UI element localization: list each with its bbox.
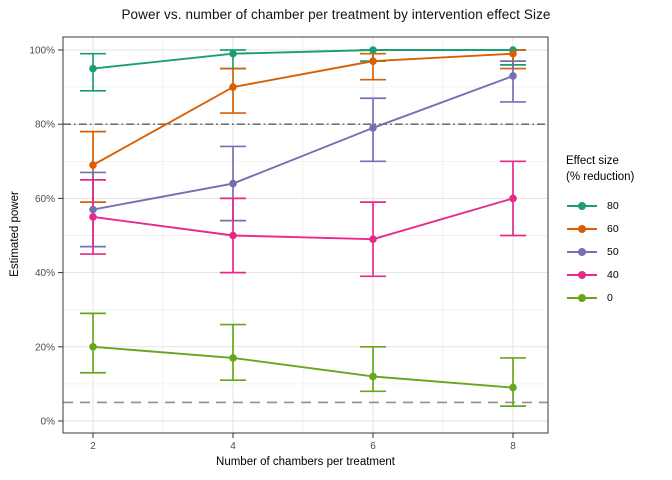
x-tick-label: 2 <box>90 441 96 452</box>
x-tick-label: 8 <box>510 441 516 452</box>
legend-items: 80 60 50 40 0 <box>566 195 670 310</box>
y-tick-label: 40% <box>35 268 55 279</box>
error-bar <box>220 323 246 382</box>
legend-key-icon <box>567 225 597 234</box>
data-point <box>89 64 97 73</box>
legend-label: 40 <box>607 269 619 282</box>
series-line-80 <box>92 49 513 70</box>
data-point <box>509 72 517 80</box>
legend-title-line2: (% reduction) <box>566 171 635 184</box>
legend-item-40: 40 <box>566 264 670 287</box>
data-point <box>89 205 97 214</box>
series-line-40 <box>92 197 514 241</box>
y-tick-label: 60% <box>35 194 55 205</box>
legend-key-icon <box>567 248 597 257</box>
y-tick-label: 80% <box>35 120 55 131</box>
y-tick-label: 0% <box>41 417 56 428</box>
data-point <box>369 235 377 244</box>
data-point <box>369 372 377 381</box>
legend-label: 50 <box>607 246 619 259</box>
data-point <box>89 343 97 351</box>
x-tick-label: 6 <box>370 441 376 452</box>
legend-label: 60 <box>607 223 619 236</box>
data-point <box>229 83 237 91</box>
data-point <box>229 179 237 188</box>
legend-key-icon <box>567 271 597 280</box>
error-bar <box>500 357 526 408</box>
panel-border <box>62 36 549 434</box>
x-axis-title: Number of chambers per treatment <box>216 456 395 468</box>
data-point <box>509 49 517 58</box>
legend: Effect size (% reduction) 80 60 50 40 0 <box>566 153 670 310</box>
data-point <box>229 231 237 240</box>
legend-title: Effect size (% reduction) <box>566 153 670 186</box>
data-point <box>89 161 97 169</box>
panel-background <box>63 37 548 433</box>
data-point <box>369 124 377 132</box>
series-line-50 <box>92 75 514 211</box>
data-point <box>509 194 517 203</box>
error-bar <box>360 345 386 393</box>
x-tick-label: 4 <box>230 441 236 452</box>
legend-label: 0 <box>607 292 613 305</box>
error-bar <box>500 60 526 103</box>
y-tick-label: 20% <box>35 342 55 353</box>
legend-item-50: 50 <box>566 241 670 264</box>
legend-title-line1: Effect size <box>566 155 619 167</box>
chart-title: Power vs. number of chamber per treatmen… <box>121 7 551 22</box>
legend-key-icon <box>567 294 597 303</box>
data-point <box>509 383 517 392</box>
series-line-60 <box>92 52 514 166</box>
legend-item-0: 0 <box>566 287 670 310</box>
legend-label: 80 <box>607 200 619 213</box>
series-line-0 <box>92 345 514 389</box>
data-point <box>369 46 377 54</box>
data-point <box>229 49 237 58</box>
legend-item-60: 60 <box>566 218 670 241</box>
data-point <box>89 213 97 221</box>
data-point <box>369 57 377 65</box>
data-point <box>229 354 237 362</box>
legend-item-80: 80 <box>566 195 670 218</box>
y-tick-label: 100% <box>29 46 55 57</box>
legend-key-icon <box>567 202 597 211</box>
